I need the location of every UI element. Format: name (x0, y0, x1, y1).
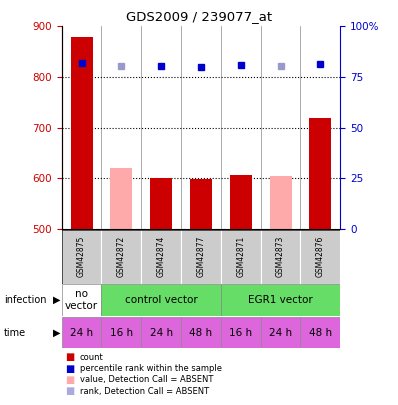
Bar (150, 178, 172, 229)
Bar (270, 176, 291, 229)
Bar (221, 230, 261, 284)
Bar (71, 37, 92, 229)
Bar (261, 317, 300, 348)
Text: ▶: ▶ (53, 328, 60, 337)
Text: GDS2009 / 239077_at: GDS2009 / 239077_at (126, 10, 272, 23)
Text: EGR1 vector: EGR1 vector (248, 295, 313, 305)
Bar (141, 230, 181, 284)
Text: GSM42871: GSM42871 (236, 236, 245, 277)
Bar (101, 284, 221, 316)
Bar (190, 179, 212, 229)
Text: 16 h: 16 h (110, 328, 133, 337)
Bar (141, 317, 181, 348)
Bar (62, 284, 101, 316)
Bar (181, 317, 221, 348)
Text: rank, Detection Call = ABSENT: rank, Detection Call = ABSENT (80, 387, 209, 396)
Text: GSM42873: GSM42873 (276, 236, 285, 277)
Bar (111, 168, 132, 229)
Bar (181, 230, 221, 284)
Text: 24 h: 24 h (70, 328, 93, 337)
Text: count: count (80, 353, 103, 362)
Text: no
vector: no vector (65, 289, 98, 311)
Text: ■: ■ (65, 375, 74, 385)
Text: GSM42872: GSM42872 (117, 236, 126, 277)
Bar (300, 230, 340, 284)
Bar (62, 230, 101, 284)
Text: GSM42874: GSM42874 (157, 236, 166, 277)
Bar (221, 317, 261, 348)
Text: 16 h: 16 h (229, 328, 252, 337)
Text: 48 h: 48 h (189, 328, 213, 337)
Text: ■: ■ (65, 386, 74, 396)
Bar (101, 230, 141, 284)
Text: GSM42875: GSM42875 (77, 236, 86, 277)
Text: infection: infection (4, 295, 47, 305)
Text: control vector: control vector (125, 295, 197, 305)
Text: 24 h: 24 h (269, 328, 292, 337)
Bar (221, 284, 340, 316)
Bar (62, 317, 101, 348)
Bar (261, 230, 300, 284)
Text: 48 h: 48 h (309, 328, 332, 337)
Bar (230, 175, 252, 229)
Text: ■: ■ (65, 352, 74, 362)
Text: 24 h: 24 h (150, 328, 173, 337)
Text: value, Detection Call = ABSENT: value, Detection Call = ABSENT (80, 375, 213, 384)
Text: time: time (4, 328, 26, 337)
Text: ▶: ▶ (53, 295, 60, 305)
Text: GSM42876: GSM42876 (316, 236, 325, 277)
Bar (101, 317, 141, 348)
Bar (310, 118, 332, 229)
Text: ■: ■ (65, 364, 74, 373)
Text: GSM42877: GSM42877 (197, 236, 205, 277)
Bar (300, 317, 340, 348)
Text: percentile rank within the sample: percentile rank within the sample (80, 364, 222, 373)
